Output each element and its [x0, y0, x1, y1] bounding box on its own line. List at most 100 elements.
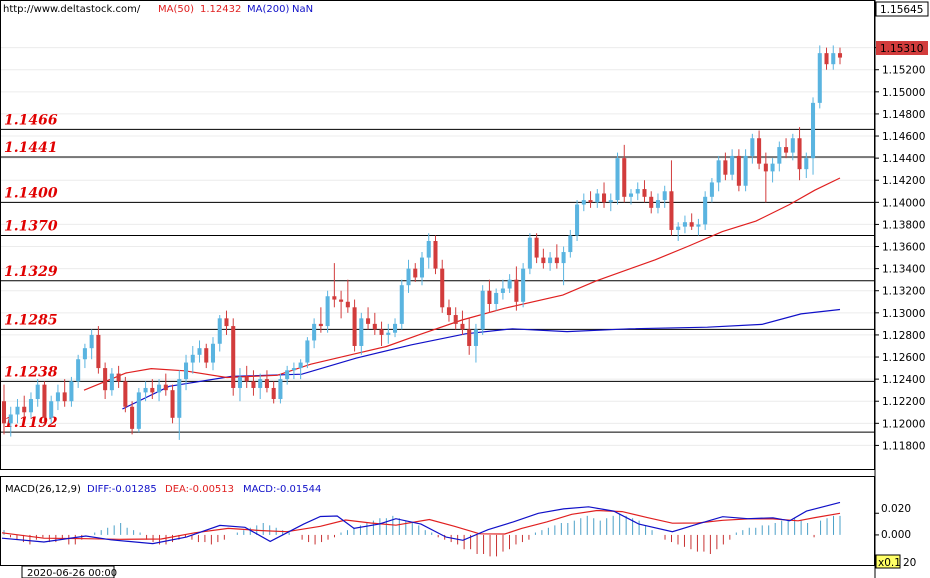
- candle: [258, 373, 263, 400]
- candle: [177, 370, 182, 440]
- candle-body: [143, 387, 148, 393]
- candle: [595, 189, 600, 208]
- candle-body: [264, 379, 269, 388]
- candle-body: [170, 390, 175, 418]
- footer-date: 2020-06-26 00:00: [27, 568, 117, 578]
- candle-body: [352, 307, 357, 346]
- candle: [359, 312, 364, 355]
- candle: [62, 379, 67, 407]
- y-tick-label: 1.12600: [882, 352, 925, 364]
- current-price: 1.15310: [880, 43, 923, 55]
- candle: [527, 233, 532, 275]
- candle-body: [628, 193, 634, 197]
- candle: [413, 263, 418, 282]
- candle-body: [157, 384, 162, 393]
- candle-body: [602, 193, 607, 203]
- candle-body: [831, 53, 836, 65]
- candle: [130, 401, 135, 435]
- macd-title: MACD(26,12,9): [5, 484, 81, 495]
- candle: [8, 406, 13, 437]
- level-label: 1.1400: [4, 185, 58, 201]
- candle-body: [271, 387, 276, 400]
- candle-body: [393, 323, 398, 333]
- candle-body: [62, 392, 67, 402]
- y-tick-label: 1.15200: [882, 65, 925, 77]
- candle: [581, 193, 586, 212]
- candle-body: [608, 200, 613, 203]
- candle: [541, 248, 546, 269]
- candle-body: [817, 53, 822, 103]
- candle-body: [177, 379, 182, 418]
- candle-body: [69, 381, 74, 402]
- candle-body: [460, 323, 465, 330]
- candle-body: [500, 288, 505, 293]
- candle: [635, 182, 640, 201]
- candle: [433, 235, 438, 275]
- candle-body: [109, 373, 114, 391]
- candle: [500, 279, 505, 300]
- candle: [69, 376, 74, 407]
- level-lines: 1.1466 1.1441 1.1400 1.1370 1.1329 1.1285 1.12…: [1, 112, 874, 433]
- candle: [460, 310, 465, 335]
- candle-body: [28, 399, 33, 413]
- macd-tick-020: 0.020: [881, 503, 911, 515]
- candle: [770, 158, 775, 183]
- candle-body: [103, 368, 108, 391]
- macd-tick-000: 0.000: [881, 529, 911, 541]
- moving-averages: [83, 177, 841, 410]
- y-tick-label: 1.14800: [882, 109, 925, 121]
- candle: [143, 381, 148, 402]
- candle-body: [49, 401, 54, 418]
- y-tick-label: 1.13400: [882, 264, 925, 276]
- y-tick-label: 1.12400: [882, 374, 925, 386]
- candle-body: [561, 252, 566, 264]
- candle: [393, 318, 398, 338]
- site-url[interactable]: http://www.deltastock.com/: [3, 4, 141, 15]
- candle: [399, 279, 404, 330]
- candle: [28, 392, 33, 418]
- candle-body: [339, 299, 344, 302]
- candle: [76, 354, 81, 388]
- candle: [655, 193, 660, 214]
- ma200-value: NaN: [292, 4, 313, 15]
- candle-body: [419, 257, 425, 278]
- candle: [682, 215, 687, 234]
- macd-scale-box: [875, 554, 901, 569]
- candle: [157, 379, 162, 402]
- candle: [426, 233, 431, 269]
- candle-body: [372, 323, 377, 330]
- candle: [345, 279, 350, 313]
- candle: [453, 307, 458, 330]
- candle-body: [669, 191, 674, 230]
- candle: [123, 376, 128, 413]
- candle-body: [42, 384, 47, 418]
- candle: [669, 160, 674, 236]
- candle-body: [534, 237, 539, 258]
- candle-body: [163, 384, 168, 391]
- y-tick-label: 1.13600: [882, 242, 925, 254]
- candle: [804, 152, 809, 179]
- candle: [163, 373, 168, 396]
- candle-body: [359, 318, 364, 346]
- candle: [777, 141, 782, 172]
- candle-body: [467, 329, 472, 346]
- candle: [42, 381, 47, 426]
- candle: [811, 97, 816, 175]
- candle: [730, 149, 735, 181]
- candle-body: [291, 368, 296, 371]
- macd-dea-label: DEA:-0.00513: [165, 484, 234, 495]
- candle-body: [379, 329, 384, 335]
- candle-body: [527, 237, 532, 269]
- candle: [534, 233, 539, 264]
- candle: [554, 244, 559, 269]
- candle-body: [662, 191, 667, 201]
- candle: [231, 318, 236, 396]
- current-price-box: [876, 41, 928, 55]
- candle-body: [676, 226, 681, 230]
- candle: [332, 263, 337, 308]
- candle-body: [433, 241, 438, 269]
- candle: [628, 189, 634, 205]
- candle-body: [399, 285, 404, 324]
- candle: [419, 252, 425, 286]
- candle-body: [413, 268, 418, 278]
